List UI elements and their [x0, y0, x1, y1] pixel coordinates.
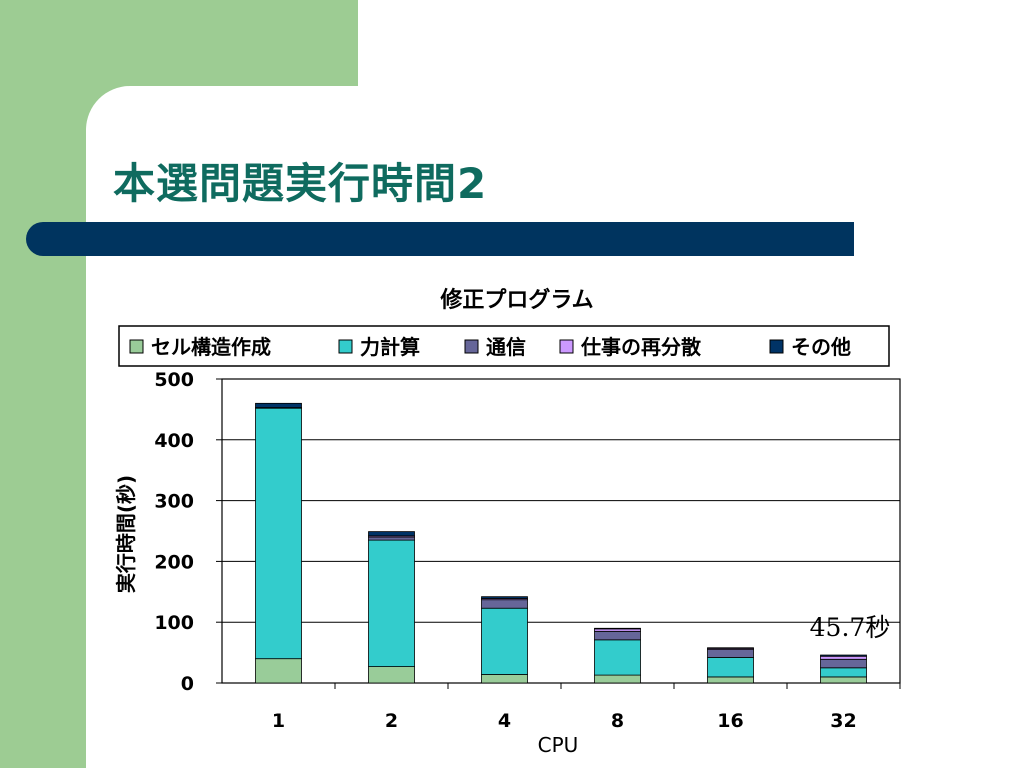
bar-segment	[707, 657, 754, 678]
chart-legend: セル構造作成 力計算 通信 仕事の再分散 その他	[118, 325, 890, 367]
y-axis-label: 実行時間(秒)	[114, 475, 138, 593]
bar-segment	[594, 630, 641, 641]
chart-title: 修正プログラム	[439, 287, 593, 313]
legend-swatch	[338, 339, 353, 354]
bar-segment	[481, 674, 528, 684]
bar-segment	[820, 655, 867, 660]
legend-label: 仕事の再分散	[580, 335, 702, 359]
x-tick-label: 32	[830, 710, 856, 732]
y-tick-label: 0	[181, 673, 194, 695]
x-tick-label: 16	[717, 710, 743, 732]
bar-segment	[707, 676, 754, 684]
bar-segment	[368, 531, 415, 537]
y-tick-label: 100	[154, 612, 194, 634]
bar-segment	[594, 639, 641, 676]
legend-label: その他	[791, 335, 851, 359]
bar-segment	[255, 407, 302, 660]
bar-segment	[481, 607, 528, 675]
bar-segment	[707, 647, 754, 649]
annotation-45-7: 45.7秒	[810, 613, 891, 642]
bar-segment	[707, 649, 754, 658]
legend-box	[118, 325, 890, 367]
legend-swatch	[129, 339, 144, 354]
legend-label: 通信	[486, 335, 526, 359]
title-underline-bar	[26, 222, 854, 256]
x-tick-label: 4	[498, 710, 511, 732]
bar-segment	[368, 539, 415, 667]
bar-segment	[255, 658, 302, 684]
legend-swatch	[769, 339, 784, 354]
slide-title: 本選問題実行時間2	[113, 159, 488, 208]
y-tick-label: 200	[154, 551, 194, 573]
plot-border	[221, 378, 901, 684]
content-panel	[86, 86, 1024, 768]
bar-segment	[594, 627, 641, 630]
x-axis-label: CPU	[538, 733, 579, 757]
legend-label: セル構造作成	[151, 335, 271, 359]
bar-segment	[820, 667, 867, 678]
bar-segment	[820, 676, 867, 684]
bar-segment	[255, 402, 302, 408]
bar-segment	[481, 599, 528, 609]
y-tick-label: 400	[154, 430, 194, 452]
bar-segment	[368, 536, 415, 541]
x-tick-label: 2	[385, 710, 398, 732]
bar-segment	[481, 596, 528, 599]
y-tick-label: 500	[154, 369, 194, 391]
legend-swatch	[559, 339, 574, 354]
plot-area: 0 100 200 300 400 500 1 2 4 8 16 32	[154, 369, 901, 732]
y-tick-label: 300	[154, 491, 194, 513]
bar-segment	[820, 654, 867, 657]
bar-segment	[820, 658, 867, 669]
bar-segment	[594, 674, 641, 684]
bar-segment	[368, 666, 415, 684]
legend-label: 力計算	[360, 335, 420, 359]
x-tick-label: 1	[272, 710, 285, 732]
x-tick-label: 8	[611, 710, 624, 732]
legend-swatch	[464, 339, 479, 354]
